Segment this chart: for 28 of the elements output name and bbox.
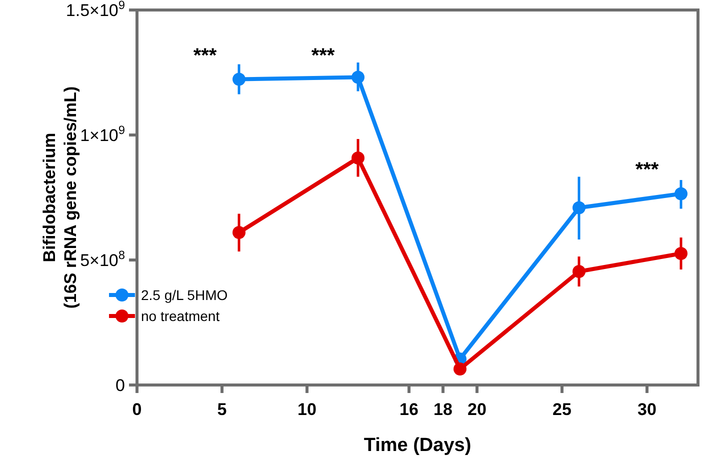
point <box>572 265 586 278</box>
legend-label: no treatment <box>141 308 220 324</box>
x-tick-label: 10 <box>298 400 316 419</box>
x-tick-label: 18 <box>434 400 452 419</box>
annotation: *** <box>635 159 659 181</box>
x-tick-label: 25 <box>552 400 572 419</box>
x-tick-label: 16 <box>400 400 418 419</box>
annotation: *** <box>193 45 217 67</box>
y-tick-label: 1×10$^{9}$ <box>80 122 126 145</box>
x-tick-label: 0 <box>132 400 142 419</box>
point <box>352 70 364 84</box>
point <box>232 72 246 86</box>
x-tick-label: 20 <box>468 400 486 419</box>
y-tick-label: 0 <box>116 376 125 395</box>
x-axis-title: Time (Days) <box>364 435 472 456</box>
point <box>674 187 688 200</box>
x-tick-label: 30 <box>638 400 656 419</box>
point <box>232 226 246 239</box>
annotation: *** <box>311 45 335 67</box>
point <box>352 152 364 164</box>
x-tick-label: 5 <box>217 400 227 419</box>
point <box>572 201 586 214</box>
point <box>454 362 466 376</box>
y-tick-label: 1.5×10$^{9}$ <box>66 0 126 20</box>
y-axis-title: Bifidobacterium (16S rRNA gene copies/mL) <box>40 86 80 309</box>
y-tick-label: 5×10$^{8}$ <box>80 248 126 270</box>
point <box>674 247 688 260</box>
legend-label: 2.5 g/L 5HMO <box>141 286 228 303</box>
